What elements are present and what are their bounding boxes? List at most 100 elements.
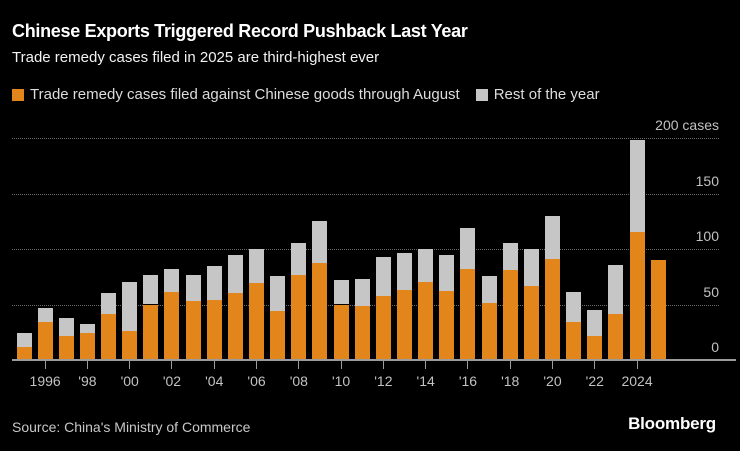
x-tick-2012 — [382, 361, 384, 369]
x-tick-label-2004: '04 — [205, 373, 224, 389]
x-tick-label-2024: 2024 — [621, 373, 653, 389]
bar-segment-august-1998 — [79, 333, 95, 360]
bar-segment-rest-2008 — [291, 243, 307, 275]
x-tick-label-2002: '02 — [162, 373, 182, 389]
bar-segment-rest-2009 — [312, 221, 328, 264]
legend-label-august: Trade remedy cases filed against Chinese… — [30, 86, 460, 103]
x-axis-line — [12, 359, 736, 361]
bar-segment-rest-2014 — [418, 249, 434, 283]
bar-segment-august-2015 — [439, 291, 455, 360]
y-tick-label-100: 100 — [695, 228, 719, 244]
bloomberg-logo: Bloomberg — [628, 414, 716, 433]
bar-segment-august-2018 — [502, 270, 518, 360]
bar-segment-rest-2004 — [206, 265, 222, 301]
x-tick-2004 — [213, 361, 215, 369]
bar-segment-rest-2017 — [481, 275, 497, 304]
y-tick-label-200: 200 cases — [655, 117, 719, 133]
x-tick-1998 — [86, 361, 88, 369]
source-credit: Source: China's Ministry of Commerce — [12, 419, 251, 435]
bar-segment-rest-2005 — [227, 254, 243, 294]
x-tick-2020 — [552, 361, 553, 369]
bar-segment-rest-2000 — [122, 282, 138, 332]
bar-segment-rest-1995 — [16, 333, 32, 347]
x-tick-2010 — [340, 361, 342, 369]
bar-segment-rest-2015 — [439, 254, 455, 292]
x-tick-1996 — [44, 361, 46, 369]
bar-segment-rest-2019 — [523, 249, 539, 286]
bar-segment-rest-2011 — [354, 278, 370, 306]
bar-segment-rest-2016 — [460, 227, 476, 269]
bar-segment-august-2023 — [608, 314, 624, 360]
x-tick-label-2020: '20 — [543, 373, 562, 389]
bar-segment-august-2022 — [587, 335, 603, 360]
x-tick-2000 — [129, 361, 131, 369]
legend-item-august: Trade remedy cases filed against Chinese… — [12, 86, 460, 103]
bar-segment-rest-1997 — [58, 317, 74, 336]
bar-segment-august-2021 — [566, 322, 582, 360]
legend-swatch-august-icon — [12, 88, 24, 101]
x-tick-label-1998: '98 — [78, 373, 97, 389]
x-tick-label-1996: 1996 — [29, 373, 61, 389]
bar-segment-august-1997 — [58, 335, 74, 360]
bar-segment-august-2005 — [227, 293, 243, 360]
legend-item-rest-of-year: Rest of the year — [475, 86, 600, 103]
bar-segment-rest-2006 — [249, 249, 265, 284]
y-tick-label-0: 0 — [711, 339, 719, 355]
bar-segment-rest-2023 — [608, 264, 624, 315]
x-tick-2018 — [509, 361, 511, 369]
bar-segment-rest-2001 — [143, 274, 159, 305]
bar-segment-august-2012 — [375, 295, 391, 360]
x-tick-2024 — [636, 361, 638, 369]
x-tick-label-2000: '00 — [120, 373, 139, 389]
bar-segment-august-2016 — [460, 268, 476, 360]
bar-segment-august-2006 — [249, 283, 265, 360]
x-tick-label-2016: '16 — [458, 373, 478, 389]
bar-segment-august-2024 — [629, 232, 645, 360]
legend-label-rest-of-year: Rest of the year — [493, 86, 600, 103]
x-tick-2006 — [256, 361, 258, 369]
bar-segment-rest-1996 — [37, 307, 53, 323]
bar-segment-august-2001 — [143, 304, 159, 360]
bar-segment-august-2002 — [164, 292, 180, 360]
bar-segment-august-2010 — [333, 304, 349, 360]
x-tick-2014 — [425, 361, 427, 369]
chart-subtitle: Trade remedy cases filed in 2025 are thi… — [12, 49, 380, 66]
x-tick-label-2018: '18 — [501, 373, 520, 389]
x-tick-2002 — [171, 361, 173, 369]
bar-segment-rest-2003 — [185, 274, 201, 302]
bar-segment-rest-2010 — [333, 280, 349, 305]
bar-segment-august-2013 — [397, 290, 413, 360]
bar-segment-august-2020 — [545, 258, 560, 360]
x-tick-label-2008: '08 — [289, 373, 308, 389]
gridline-200 — [12, 138, 719, 139]
bar-segment-august-1995 — [16, 346, 32, 360]
chart-legend: Trade remedy cases filed against Chinese… — [12, 86, 728, 103]
bar-segment-august-1996 — [37, 322, 53, 360]
x-tick-2008 — [298, 361, 300, 369]
x-tick-label-2022: '22 — [585, 373, 604, 389]
bar-segment-rest-2002 — [164, 268, 180, 293]
bar-segment-august-2011 — [354, 305, 370, 360]
x-tick-label-2006: '06 — [247, 373, 266, 389]
x-tick-2016 — [467, 361, 469, 369]
bar-segment-rest-1999 — [101, 293, 117, 315]
y-tick-label-150: 150 — [695, 172, 719, 189]
bar-segment-rest-2024 — [629, 140, 645, 233]
bar-segment-rest-2013 — [397, 253, 413, 291]
gridline-150 — [12, 193, 719, 195]
x-tick-label-2010: '10 — [331, 373, 351, 389]
bar-segment-august-2004 — [206, 300, 222, 360]
bar-segment-august-2000 — [122, 331, 138, 360]
bar-segment-rest-2020 — [545, 215, 560, 259]
bar-segment-august-2008 — [291, 274, 307, 360]
gridline-100 — [12, 249, 719, 250]
bar-segment-august-2009 — [312, 263, 328, 360]
bar-segment-august-2003 — [185, 301, 201, 360]
bar-segment-august-2017 — [481, 303, 497, 360]
chart-title: Chinese Exports Triggered Record Pushbac… — [12, 21, 468, 41]
bar-segment-august-2019 — [523, 285, 539, 360]
bar-segment-rest-1998 — [79, 324, 95, 334]
bar-segment-rest-2007 — [270, 275, 286, 312]
